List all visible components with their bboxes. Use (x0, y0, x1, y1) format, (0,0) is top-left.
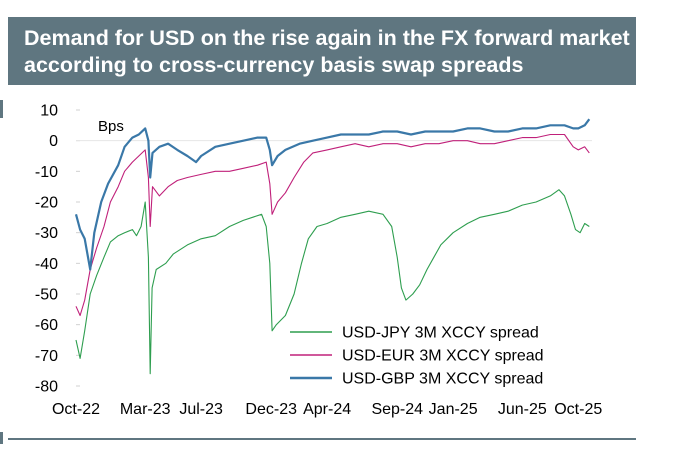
x-tick-label: Jan-25 (429, 401, 478, 418)
series-line-3 (74, 118, 591, 271)
legend-label: USD-GBP 3M XCCY spread (342, 371, 543, 388)
chart-title: Demand for USD on the rise again in the … (24, 26, 630, 77)
x-tick-label: Oct-22 (52, 401, 100, 418)
y-tick-label: -80 (35, 379, 58, 396)
x-tick-label: Dec-23 (245, 401, 297, 418)
y-tick-label: -60 (35, 317, 58, 334)
left-edge-marker-top (0, 100, 3, 118)
y-tick-label: 10 (40, 103, 58, 120)
header-band: Demand for USD on the rise again in the … (8, 19, 636, 85)
y-tick-label: -40 (35, 256, 58, 273)
y-tick-label: -50 (35, 287, 58, 304)
x-tick-label: Sep-24 (371, 401, 423, 418)
y-tick-label: -30 (35, 225, 58, 242)
x-tick-label: Oct-25 (554, 401, 602, 418)
series-lines (74, 118, 591, 375)
legend: USD-JPY 3M XCCY spread USD-EUR 3M XCCY sp… (290, 325, 544, 388)
legend-label: USD-EUR 3M XCCY spread (342, 348, 544, 365)
series-line-1 (75, 189, 590, 375)
x-tick-label: Mar-23 (120, 401, 171, 418)
y-tick-label: 0 (49, 133, 58, 150)
footer-rule (8, 438, 636, 440)
x-axis: Oct-22 Mar-23 Jul-23 Dec-23 Apr-24 Sep-24 Jan-… (52, 401, 602, 418)
x-tick-label: Apr-24 (303, 401, 351, 418)
y-tick-label: -20 (35, 195, 58, 212)
header-top-rule (8, 17, 636, 19)
x-tick-label: Jul-23 (179, 401, 223, 418)
y-axis-unit-label: Bps (98, 118, 124, 135)
y-tick-label: -10 (35, 164, 58, 181)
x-tick-label: Jun-25 (498, 401, 547, 418)
left-edge-marker-bottom (0, 432, 3, 444)
legend-label: USD-JPY 3M XCCY spread (342, 325, 539, 342)
series-line-2 (75, 133, 590, 317)
y-tick-label: -70 (35, 348, 58, 365)
